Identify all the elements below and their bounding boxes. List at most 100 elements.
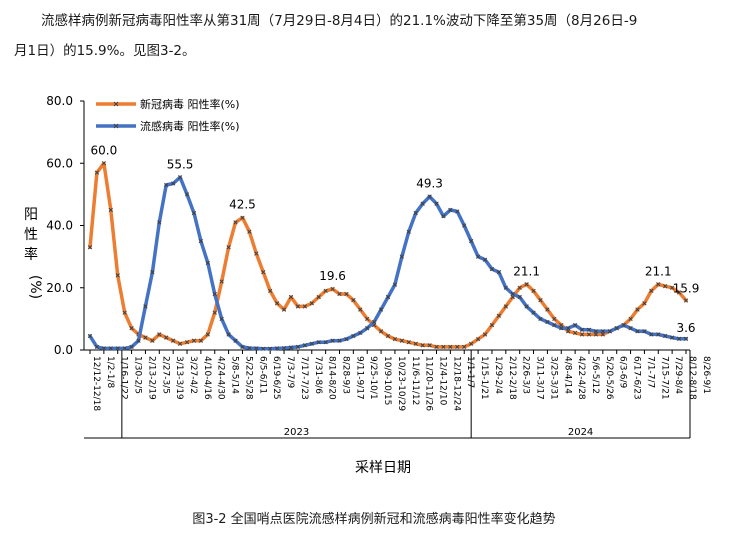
y-axis-title-char: 率: [24, 246, 38, 263]
data-point: [108, 207, 113, 213]
x-tick-label: 10/9-10/15: [382, 356, 392, 405]
year-axis: 2023 2024: [84, 350, 691, 439]
y-tick-label: 40.0: [46, 219, 73, 233]
data-point: [482, 332, 488, 337]
data-point: [614, 326, 619, 331]
data-label: 49.3: [416, 177, 443, 191]
data-point: [365, 316, 370, 322]
data-point: [226, 245, 231, 250]
y-axis: 0.0 20.0 40.0 60.0 80.0: [46, 94, 85, 357]
data-point: [240, 344, 245, 350]
data-point: [482, 257, 488, 262]
legend-marker: [113, 123, 119, 129]
data-point: [351, 298, 356, 303]
data-point: [323, 340, 328, 345]
data-point: [538, 316, 543, 322]
data-point: [212, 291, 217, 297]
data-point: [378, 329, 384, 334]
data-point: [676, 290, 682, 295]
data-point: [676, 336, 682, 341]
x-tick-label: 7/1-7/7: [645, 356, 655, 388]
data-label: 3.6: [676, 321, 695, 335]
data-point: [171, 181, 176, 186]
data-point: [254, 346, 259, 351]
data-point: [129, 326, 134, 331]
data-point: [427, 343, 432, 348]
data-point: [489, 266, 495, 272]
data-point: [219, 316, 224, 322]
data-point: [358, 307, 363, 312]
data-point: [669, 285, 675, 290]
data-point: [101, 161, 107, 166]
x-tick-label: 12/18-12/24: [451, 356, 461, 411]
x-tick-label: 2/13-2/19: [146, 356, 156, 400]
data-point: [191, 338, 197, 343]
data-point: [545, 307, 550, 312]
data-point: [455, 344, 460, 350]
x-tick-label: 7/29-8/4: [673, 356, 683, 394]
data-point: [157, 332, 162, 337]
data-point: [240, 215, 245, 220]
data-point: [198, 238, 204, 244]
data-point: [316, 340, 321, 345]
x-tick-label: 3/25-3/31: [548, 356, 558, 400]
data-point: [337, 291, 342, 297]
data-point: [559, 326, 564, 331]
data-point: [538, 298, 543, 303]
data-point: [226, 332, 231, 337]
data-point: [344, 336, 349, 342]
data-point: [94, 170, 100, 175]
data-point: [552, 322, 557, 328]
data-point: [150, 270, 155, 275]
data-point: [268, 288, 273, 294]
data-label: 42.5: [229, 198, 256, 212]
x-tick-label: 1/1-1/7: [465, 356, 475, 388]
data-point: [254, 251, 259, 256]
legend-marker: [113, 101, 119, 107]
y-axis-title-char: 阳: [24, 207, 38, 223]
data-label: 55.5: [167, 157, 194, 171]
x-tick-label: 1/30-2/5: [133, 356, 143, 394]
x-axis: [84, 349, 690, 354]
data-point: [531, 310, 536, 315]
data-point: [586, 327, 592, 332]
data-point: [579, 332, 585, 337]
legend-label: 新冠病毒 阳性率(%): [140, 97, 240, 111]
data-point: [392, 336, 398, 342]
data-point: [87, 245, 93, 250]
data-point: [496, 313, 502, 318]
data-point: [184, 192, 190, 197]
data-point: [489, 322, 495, 328]
x-tick-label: 8/14-8/20: [327, 356, 337, 400]
x-tick-label: 11/6-11/12: [410, 356, 420, 405]
x-tick-label: 9/11-9/17: [354, 356, 364, 400]
data-point: [517, 294, 522, 300]
data-point: [406, 340, 411, 345]
data-point: [566, 326, 571, 331]
description-line-2: 月1日）的15.9%。见图3-2。: [14, 43, 196, 59]
y-tick-label: 0.0: [54, 343, 73, 357]
covid-series-line: [88, 161, 688, 349]
x-tick-label: 7/31-8/6: [313, 356, 323, 394]
data-point: [496, 270, 502, 275]
x-tick-label: 8/26-9/1: [701, 356, 711, 394]
data-point: [579, 327, 585, 332]
x-tick-label: 7/3-7/9: [285, 356, 295, 388]
data-point: [413, 210, 418, 216]
y-tick-label: 80.0: [46, 94, 73, 108]
data-point: [122, 346, 127, 351]
data-point: [302, 304, 307, 309]
x-tick-label: 7/17-7/23: [299, 356, 309, 400]
data-point: [344, 291, 349, 297]
data-point: [309, 301, 314, 306]
data-label: 21.1: [645, 264, 672, 278]
x-tick-label: 4/10-4/16: [202, 356, 212, 400]
x-tick-label: 1/15-1/21: [479, 356, 489, 400]
data-point: [191, 210, 197, 216]
data-point: [517, 285, 522, 290]
flu-series: 55.5 49.3 3.6: [87, 157, 696, 351]
data-point: [268, 346, 273, 351]
x-tick-label: 3/13-3/19: [174, 356, 184, 400]
x-tick-label: 4/22-4/28: [576, 356, 586, 400]
data-point: [475, 336, 481, 342]
